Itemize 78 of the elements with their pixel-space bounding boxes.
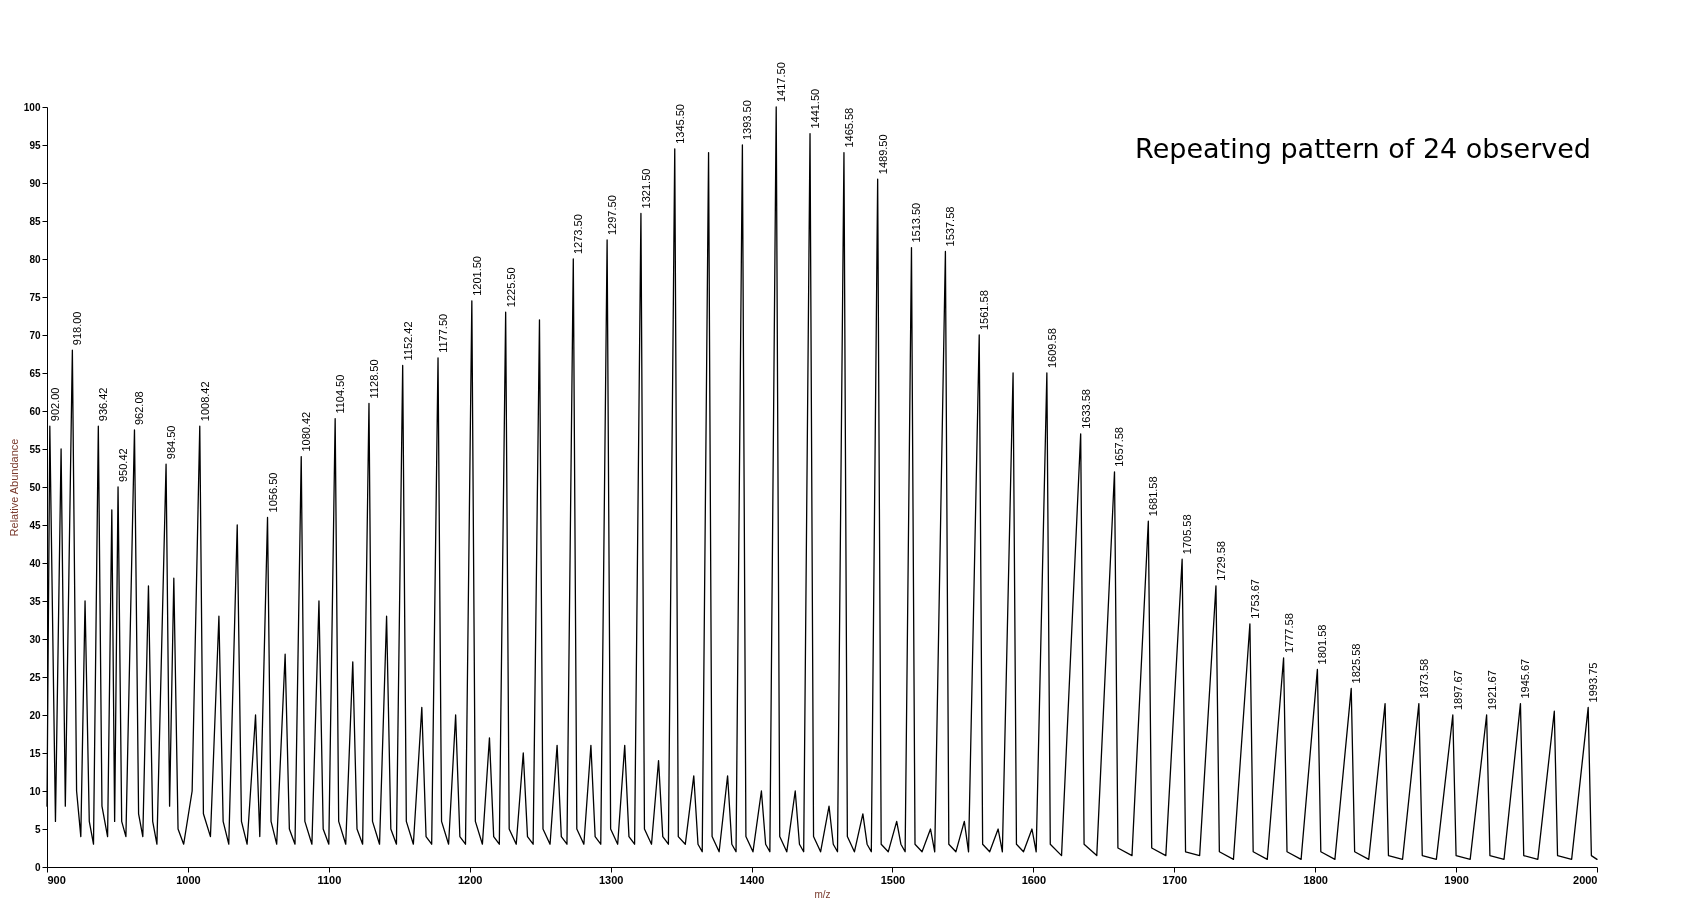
annotation: 950.42 bbox=[117, 448, 130, 482]
annotation: 1561.58 bbox=[978, 290, 991, 330]
y-tick-label: 90 bbox=[29, 177, 41, 189]
annotation: 1321.50 bbox=[639, 168, 652, 209]
annotation: 918.00 bbox=[71, 311, 84, 346]
x-tick-label: 1700 bbox=[1162, 873, 1188, 886]
annotation: 1657.58 bbox=[1113, 427, 1126, 467]
x-axis-title: m/z bbox=[814, 888, 831, 900]
annotation: 1993.75 bbox=[1587, 662, 1600, 703]
annotation: Repeating pattern of 24 observed bbox=[1135, 133, 1591, 164]
y-tick-label: 70 bbox=[29, 329, 41, 341]
annotation: 1152.42 bbox=[401, 321, 414, 361]
annotation: 1729.58 bbox=[1214, 541, 1227, 581]
annotation: 1008.42 bbox=[198, 381, 211, 422]
annotation: 1873.58 bbox=[1417, 658, 1430, 699]
y-tick-label: 60 bbox=[29, 405, 41, 417]
y-tick-label: 10 bbox=[29, 785, 41, 797]
annotation: 1777.58 bbox=[1282, 613, 1295, 653]
annotation: 1393.50 bbox=[741, 100, 754, 140]
annotation: 1633.58 bbox=[1079, 389, 1092, 429]
y-tick-label: 50 bbox=[29, 481, 41, 493]
annotation: 1056.50 bbox=[266, 472, 279, 513]
annotation: 1945.67 bbox=[1519, 658, 1532, 699]
x-tick-label: 1100 bbox=[317, 873, 342, 886]
annotation: 1537.58 bbox=[944, 206, 957, 247]
y-tick-label: 15 bbox=[29, 747, 41, 759]
annotation: 1104.50 bbox=[334, 374, 347, 414]
y-tick-label: 20 bbox=[29, 709, 41, 721]
annotation: 1225.50 bbox=[504, 267, 517, 308]
annotation: 1921.67 bbox=[1485, 670, 1498, 710]
annotation: 1080.42 bbox=[300, 411, 313, 452]
y-tick-label: 80 bbox=[29, 253, 41, 265]
y-tick-label: 55 bbox=[29, 443, 41, 455]
y-tick-label: 45 bbox=[29, 519, 41, 531]
y-tick-label: 25 bbox=[29, 671, 41, 683]
annotation: 1705.58 bbox=[1181, 514, 1194, 555]
x-tick-label: 1400 bbox=[739, 873, 765, 886]
y-tick-label: 30 bbox=[29, 633, 41, 645]
y-tick-label: 35 bbox=[29, 595, 41, 607]
annotation: 1489.50 bbox=[876, 134, 889, 175]
annotation: 984.50 bbox=[165, 425, 178, 460]
annotation: 1897.67 bbox=[1451, 670, 1464, 710]
x-tick-label: 1000 bbox=[176, 873, 201, 886]
y-tick-label: 5 bbox=[34, 823, 41, 835]
annotation: 1825.58 bbox=[1350, 643, 1363, 684]
y-tick-label: 75 bbox=[29, 291, 41, 303]
annotation: 1465.58 bbox=[842, 107, 855, 148]
y-tick-label: 65 bbox=[29, 367, 41, 379]
annotation: 1513.50 bbox=[910, 202, 923, 243]
annotation: 1609.58 bbox=[1045, 328, 1058, 368]
x-tick-label: 900 bbox=[47, 873, 66, 886]
annotation: 1417.50 bbox=[775, 62, 788, 102]
y-tick-label: 85 bbox=[29, 215, 41, 227]
annotation: 1681.58 bbox=[1147, 476, 1160, 517]
annotation: 1128.50 bbox=[367, 359, 380, 399]
y-tick-label: 95 bbox=[29, 139, 41, 151]
annotation: 1345.50 bbox=[673, 104, 686, 144]
x-tick-label: 1900 bbox=[1444, 873, 1469, 886]
annotation: 962.08 bbox=[133, 391, 146, 425]
x-tick-label: 2000 bbox=[1573, 873, 1598, 886]
x-tick-label: 1200 bbox=[457, 873, 483, 886]
y-tick-label: 40 bbox=[29, 557, 41, 569]
x-tick-label: 1600 bbox=[1021, 873, 1047, 886]
annotation: 1753.67 bbox=[1248, 579, 1261, 619]
annotation: 902.00 bbox=[48, 387, 61, 422]
annotation: 1177.50 bbox=[437, 313, 450, 353]
x-tick-label: 1800 bbox=[1303, 873, 1328, 886]
annotation: 1441.50 bbox=[809, 88, 822, 129]
y-tick-label: 0 bbox=[34, 861, 41, 873]
annotation: 1273.50 bbox=[572, 214, 585, 254]
y-axis-title: Relative Abundance bbox=[7, 438, 20, 537]
annotation: 1801.58 bbox=[1316, 624, 1329, 665]
annotation: 1297.50 bbox=[606, 195, 619, 235]
annotation: 936.42 bbox=[97, 387, 110, 422]
x-tick-label: 1300 bbox=[598, 873, 624, 886]
x-tick-label: 1500 bbox=[880, 873, 906, 886]
y-tick-label: 100 bbox=[23, 101, 41, 113]
annotation: 1201.50 bbox=[470, 256, 483, 296]
